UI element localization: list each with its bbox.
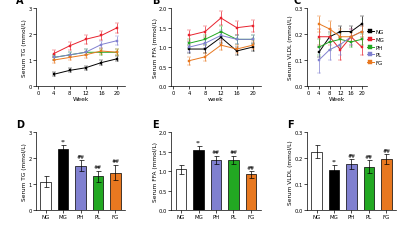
Text: ##: ##: [94, 160, 102, 170]
Text: E: E: [152, 120, 158, 130]
Text: **: **: [349, 153, 354, 158]
Bar: [364, 167, 374, 210]
Text: ##: ##: [76, 149, 85, 159]
Y-axis label: Serum TG (mmol/L): Serum TG (mmol/L): [22, 19, 27, 77]
Text: F: F: [287, 120, 294, 130]
Text: **: **: [78, 154, 83, 159]
Bar: [328, 170, 339, 210]
Text: A: A: [16, 0, 24, 6]
Text: **: **: [214, 150, 218, 155]
Text: **: **: [113, 159, 118, 164]
Y-axis label: Serum VLDL (mmol/L): Serum VLDL (mmol/L): [288, 139, 293, 204]
Bar: [40, 182, 51, 210]
X-axis label: Week: Week: [72, 97, 89, 102]
Text: C: C: [294, 0, 301, 6]
Text: B: B: [152, 0, 159, 6]
Text: **: **: [332, 159, 336, 164]
Y-axis label: Serum FFA (mmol/L): Serum FFA (mmol/L): [152, 142, 158, 201]
Text: **: **: [196, 140, 201, 145]
Text: **: **: [96, 164, 100, 170]
Bar: [75, 166, 86, 210]
Bar: [110, 173, 121, 210]
Bar: [210, 160, 222, 210]
Bar: [228, 160, 239, 210]
Y-axis label: Serum FFA (mmol/L): Serum FFA (mmol/L): [152, 18, 158, 78]
Bar: [381, 159, 392, 210]
Legend: NG, MG, PH, PL, FG: NG, MG, PH, PL, FG: [367, 30, 385, 66]
Bar: [176, 170, 186, 210]
Bar: [346, 164, 357, 210]
Text: ##: ##: [229, 145, 238, 155]
Text: **: **: [60, 139, 66, 143]
Text: ##: ##: [247, 160, 255, 170]
Text: ##: ##: [347, 148, 356, 158]
Text: **: **: [248, 165, 254, 170]
Bar: [58, 150, 68, 210]
X-axis label: Week: Week: [329, 97, 345, 102]
Bar: [246, 175, 256, 210]
Bar: [93, 177, 104, 210]
Y-axis label: Serum VLDL (mmol/L): Serum VLDL (mmol/L): [288, 16, 293, 80]
Text: ##: ##: [111, 154, 120, 164]
Text: ##: ##: [382, 143, 390, 153]
Text: D: D: [16, 120, 24, 130]
Bar: [311, 152, 322, 210]
Text: **: **: [231, 150, 236, 155]
Y-axis label: Serum TG (mmol/L): Serum TG (mmol/L): [22, 143, 27, 200]
X-axis label: week: week: [208, 97, 224, 102]
Text: ##: ##: [365, 149, 373, 159]
Text: **: **: [384, 148, 389, 153]
Text: ##: ##: [212, 145, 220, 155]
Bar: [193, 150, 204, 210]
Text: **: **: [366, 154, 372, 159]
